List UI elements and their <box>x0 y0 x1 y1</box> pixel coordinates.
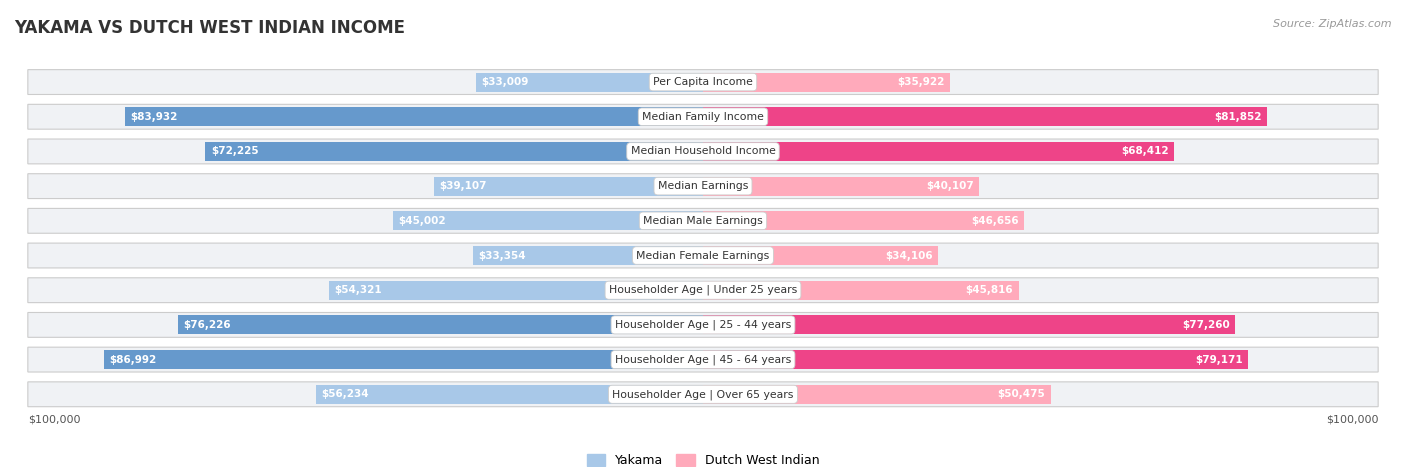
Text: $33,354: $33,354 <box>478 250 526 261</box>
Bar <box>703 385 1050 404</box>
Bar <box>703 315 1236 334</box>
Text: $79,171: $79,171 <box>1195 354 1243 365</box>
Text: $50,475: $50,475 <box>997 389 1045 399</box>
Text: $76,226: $76,226 <box>183 320 231 330</box>
Text: $100,000: $100,000 <box>28 414 80 424</box>
FancyBboxPatch shape <box>28 174 1378 198</box>
Text: $46,656: $46,656 <box>972 216 1019 226</box>
Bar <box>703 177 980 196</box>
Bar <box>703 142 1174 161</box>
Text: YAKAMA VS DUTCH WEST INDIAN INCOME: YAKAMA VS DUTCH WEST INDIAN INCOME <box>14 19 405 37</box>
Text: Median Male Earnings: Median Male Earnings <box>643 216 763 226</box>
Text: $39,107: $39,107 <box>439 181 486 191</box>
FancyBboxPatch shape <box>28 208 1378 233</box>
FancyBboxPatch shape <box>28 243 1378 268</box>
Text: Householder Age | Under 25 years: Householder Age | Under 25 years <box>609 285 797 296</box>
Text: Householder Age | Over 65 years: Householder Age | Over 65 years <box>612 389 794 400</box>
Text: $72,225: $72,225 <box>211 147 259 156</box>
Legend: Yakama, Dutch West Indian: Yakama, Dutch West Indian <box>582 449 824 467</box>
Text: $77,260: $77,260 <box>1182 320 1230 330</box>
Text: Median Household Income: Median Household Income <box>630 147 776 156</box>
Text: Median Earnings: Median Earnings <box>658 181 748 191</box>
Bar <box>315 385 703 404</box>
Text: $54,321: $54,321 <box>335 285 382 295</box>
Text: $45,816: $45,816 <box>966 285 1014 295</box>
Text: Householder Age | 45 - 64 years: Householder Age | 45 - 64 years <box>614 354 792 365</box>
Bar <box>703 107 1267 126</box>
Bar <box>177 315 703 334</box>
FancyBboxPatch shape <box>28 382 1378 407</box>
FancyBboxPatch shape <box>28 139 1378 164</box>
Text: $68,412: $68,412 <box>1121 147 1168 156</box>
Text: Median Female Earnings: Median Female Earnings <box>637 250 769 261</box>
Text: Per Capita Income: Per Capita Income <box>652 77 754 87</box>
Text: $40,107: $40,107 <box>927 181 974 191</box>
Text: $45,002: $45,002 <box>398 216 446 226</box>
Text: $34,106: $34,106 <box>884 250 932 261</box>
Bar <box>205 142 703 161</box>
Bar <box>703 281 1018 300</box>
Bar <box>703 246 938 265</box>
Bar <box>475 72 703 92</box>
Text: $35,922: $35,922 <box>897 77 945 87</box>
Bar <box>703 350 1249 369</box>
Text: $81,852: $81,852 <box>1213 112 1261 122</box>
Text: Householder Age | 25 - 44 years: Householder Age | 25 - 44 years <box>614 319 792 330</box>
Text: $33,009: $33,009 <box>481 77 529 87</box>
Bar <box>703 72 950 92</box>
FancyBboxPatch shape <box>28 278 1378 303</box>
Bar <box>433 177 703 196</box>
Text: $86,992: $86,992 <box>110 354 156 365</box>
Bar <box>474 246 703 265</box>
Bar <box>125 107 703 126</box>
Bar <box>104 350 703 369</box>
FancyBboxPatch shape <box>28 70 1378 94</box>
Text: $100,000: $100,000 <box>1326 414 1378 424</box>
FancyBboxPatch shape <box>28 312 1378 337</box>
FancyBboxPatch shape <box>28 104 1378 129</box>
Text: $56,234: $56,234 <box>321 389 368 399</box>
Bar <box>392 211 703 230</box>
FancyBboxPatch shape <box>28 347 1378 372</box>
Bar <box>703 211 1025 230</box>
Bar <box>329 281 703 300</box>
Text: Source: ZipAtlas.com: Source: ZipAtlas.com <box>1274 19 1392 28</box>
Text: Median Family Income: Median Family Income <box>643 112 763 122</box>
Text: $83,932: $83,932 <box>131 112 177 122</box>
